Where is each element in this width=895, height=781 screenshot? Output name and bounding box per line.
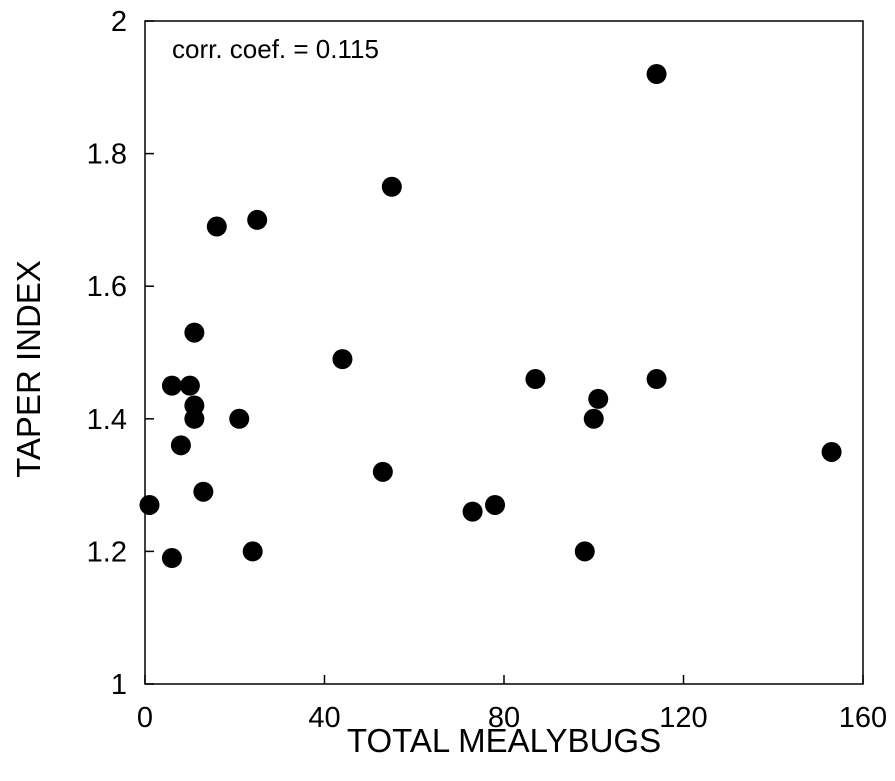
data-point [161,375,182,396]
y-tick-label: 1.4 [87,404,127,436]
x-tick-label: 160 [839,702,887,734]
y-tick-label: 2 [111,6,127,38]
data-point [646,64,667,85]
y-tick-label: 1.8 [87,139,127,171]
x-tick-label: 120 [659,702,707,734]
x-tick-label: 80 [488,702,520,734]
data-point [193,481,214,502]
data-point [170,435,191,456]
y-axis: 1 1.2 1.4 1.6 1.8 2 [87,6,154,701]
data-points [139,64,842,569]
y-axis-title: TAPER INDEX [10,260,47,478]
x-axis-title: TOTAL MEALYBUGS [347,722,661,759]
data-point [247,209,268,230]
y-tick-label: 1 [111,669,127,701]
data-point [574,541,595,562]
data-point [184,322,205,343]
x-tick-label: 0 [137,702,153,734]
y-tick-label: 1.6 [87,271,127,303]
data-point [332,349,353,370]
data-point [485,494,506,515]
data-point [583,408,604,429]
data-point [161,548,182,569]
data-point [139,494,160,515]
y-tick-label: 1.2 [87,536,127,568]
plot-frame [144,20,864,685]
data-point [242,541,263,562]
data-point [206,216,227,237]
data-point [381,176,402,197]
data-point [462,501,483,522]
data-point [184,408,205,429]
x-axis: 0 40 80 120 160 [137,675,887,734]
data-point [372,461,393,482]
data-point [229,408,250,429]
data-point [525,369,546,390]
data-point [646,369,667,390]
x-tick-label: 40 [308,702,340,734]
data-point [821,441,842,462]
correlation-annotation: corr. coef. = 0.115 [172,34,379,64]
data-point [179,375,200,396]
data-point [588,388,609,409]
